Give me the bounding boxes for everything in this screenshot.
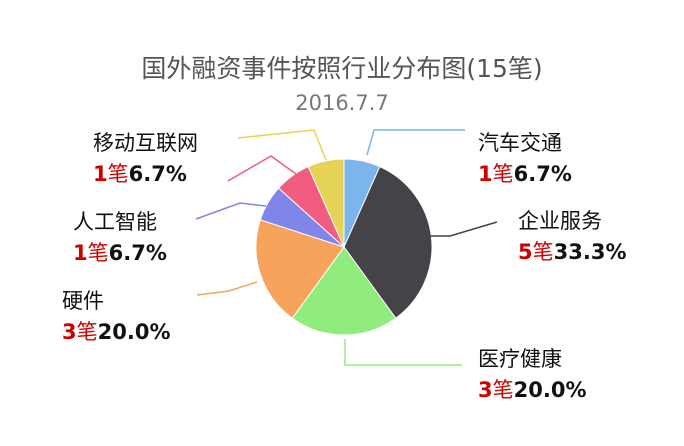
leader-line-7 bbox=[237, 129, 327, 161]
leader-line-6 bbox=[227, 155, 297, 182]
pie-labels: 汽车交通 1笔6.7% 企业服务 5笔33.3% 医疗健康 3笔20.0% 硬件 3笔20.0… bbox=[62, 129, 626, 402]
slice-value-2: 5笔33.3% bbox=[518, 240, 626, 264]
slice-label-4: 硬件 bbox=[62, 289, 104, 313]
slice-value-1: 1笔6.7% bbox=[478, 162, 572, 186]
leader-line-2 bbox=[428, 221, 498, 237]
slice-label-3: 医疗健康 bbox=[478, 347, 562, 371]
pie-slice-4 bbox=[255, 219, 345, 319]
leader-line-5 bbox=[195, 202, 267, 220]
pie-slices bbox=[255, 158, 433, 336]
slice-value-5: 1笔6.7% bbox=[73, 241, 167, 265]
slice-value-3: 3笔20.0% bbox=[478, 378, 586, 402]
leader-line-4 bbox=[196, 281, 258, 296]
chart-title: 国外融资事件按照行业分布图(15笔) bbox=[141, 54, 542, 83]
slice-label-1: 汽车交通 bbox=[478, 131, 562, 155]
slice-label-6: 移动互联网 bbox=[93, 131, 198, 155]
leader-line-1 bbox=[366, 129, 465, 156]
pie-slice-3 bbox=[291, 246, 397, 336]
slice-label-2: 企业服务 bbox=[518, 209, 602, 233]
chart-subtitle: 2016.7.7 bbox=[295, 91, 389, 115]
pie-slice-2 bbox=[343, 165, 433, 319]
leader-line-3 bbox=[344, 339, 462, 366]
pie-slice-7 bbox=[307, 158, 345, 248]
slice-value-6: 1笔6.7% bbox=[93, 162, 187, 186]
slice-label-5: 人工智能 bbox=[73, 210, 157, 234]
slice-value-4: 3笔20.0% bbox=[62, 320, 170, 344]
